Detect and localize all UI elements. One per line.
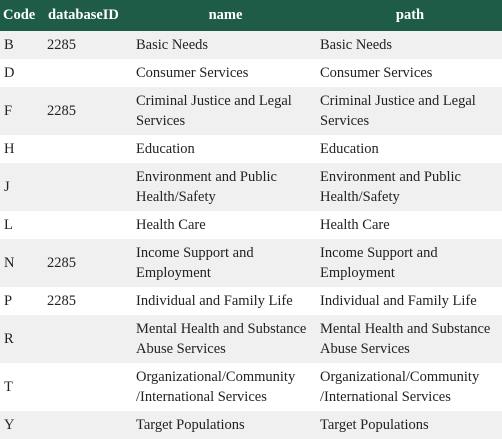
cell-name: Environment and Public Health/Safety [136,169,277,205]
cell-code: H [4,141,15,157]
cell-code: F [4,103,13,119]
cell-database-id [44,411,133,439]
cell-name: Education [136,141,195,157]
cell-code: L [4,217,13,233]
cell-database-id [44,163,133,211]
cell-name: Organizational/Community /International … [136,369,296,405]
cell-code: B [4,37,14,53]
cell-code: D [4,65,15,81]
cell-name: Criminal Justice and Legal Services [136,93,292,129]
cell-name: Consumer Services [136,65,249,81]
cell-name: Basic Needs [136,37,209,53]
cell-name: Individual and Family Life [136,293,293,309]
cell-database-id [44,59,133,87]
table-row[interactable]: H Education Education [0,135,502,163]
cell-database-id [44,363,133,411]
cell-code: T [4,379,13,395]
cell-database-id [44,211,133,239]
cell-path: Basic Needs [320,37,393,53]
column-header-code[interactable]: Code [3,7,36,23]
cell-path: Individual and Family Life [320,293,477,309]
cell-code: R [4,331,14,347]
cell-database-id [44,135,133,163]
cell-database-id [44,315,133,363]
table-row[interactable]: N 2285 Income Support and Employment Inc… [0,239,502,287]
cell-name: Income Support and Employment [136,245,254,281]
table-row[interactable]: Y Target Populations Target Populations [0,411,502,439]
cell-path: Organizational/Community /International … [320,369,480,405]
cell-database-id: 2285 [47,37,76,53]
table-header: Code databaseID name path [0,0,502,31]
header-row: Code databaseID name path [0,0,502,31]
table-row[interactable]: F 2285 Criminal Justice and Legal Servic… [0,87,502,135]
column-header-name[interactable]: name [208,7,243,23]
table-row[interactable]: P 2285 Individual and Family Life Indivi… [0,287,502,315]
table-row[interactable]: R Mental Health and Substance Abuse Serv… [0,315,502,363]
table-row[interactable]: T Organizational/Community /Internationa… [0,363,502,411]
cell-code: J [4,179,10,195]
cell-path: Education [320,141,379,157]
column-header-database-id[interactable]: databaseID [48,7,119,23]
cell-path: Target Populations [320,417,429,433]
cell-database-id: 2285 [47,103,76,119]
cell-path: Criminal Justice and Legal Services [320,93,476,129]
cell-code: P [4,293,13,309]
cell-code: Y [4,417,15,433]
table-row[interactable]: J Environment and Public Health/Safety E… [0,163,502,211]
cell-path: Health Care [320,217,390,233]
column-header-path[interactable]: path [395,7,425,23]
cell-name: Target Populations [136,417,245,433]
cell-path: Environment and Public Health/Safety [320,169,461,205]
table-body: B 2285 Basic Needs Basic Needs D Consume… [0,31,502,439]
cell-path: Income Support and Employment [320,245,438,281]
table-row[interactable]: B 2285 Basic Needs Basic Needs [0,31,502,59]
cell-path: Consumer Services [320,65,433,81]
cell-database-id: 2285 [47,293,76,309]
cell-path: Mental Health and Substance Abuse Servic… [320,321,491,357]
cell-code: N [4,255,15,271]
cell-name: Health Care [136,217,206,233]
table-row[interactable]: L Health Care Health Care [0,211,502,239]
cell-database-id: 2285 [47,255,76,271]
cell-name: Mental Health and Substance Abuse Servic… [136,321,307,357]
table-row[interactable]: D Consumer Services Consumer Services [0,59,502,87]
